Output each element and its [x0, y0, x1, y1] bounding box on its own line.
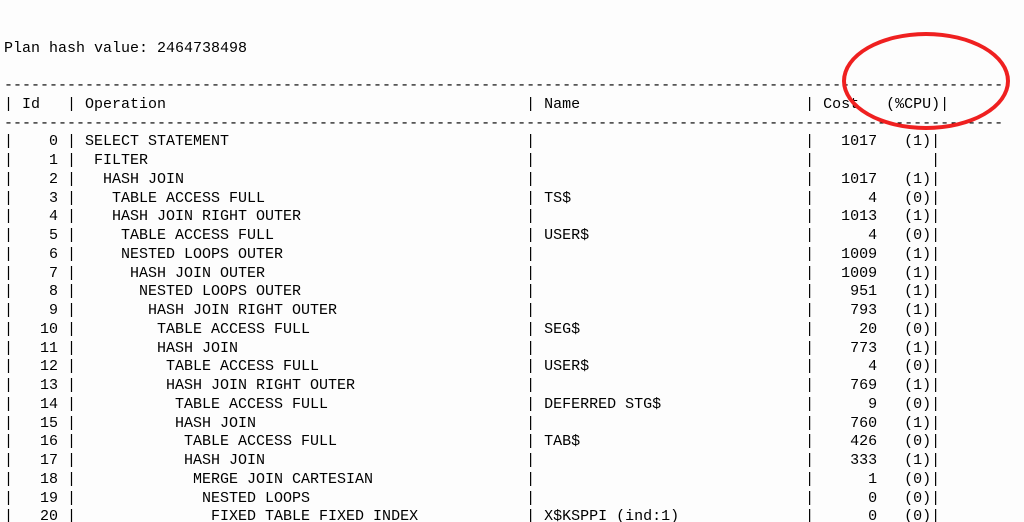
plan-text: Plan hash value: 2464738498 ------------… [4, 40, 1020, 522]
plan-output: Plan hash value: 2464738498 ------------… [0, 0, 1024, 522]
